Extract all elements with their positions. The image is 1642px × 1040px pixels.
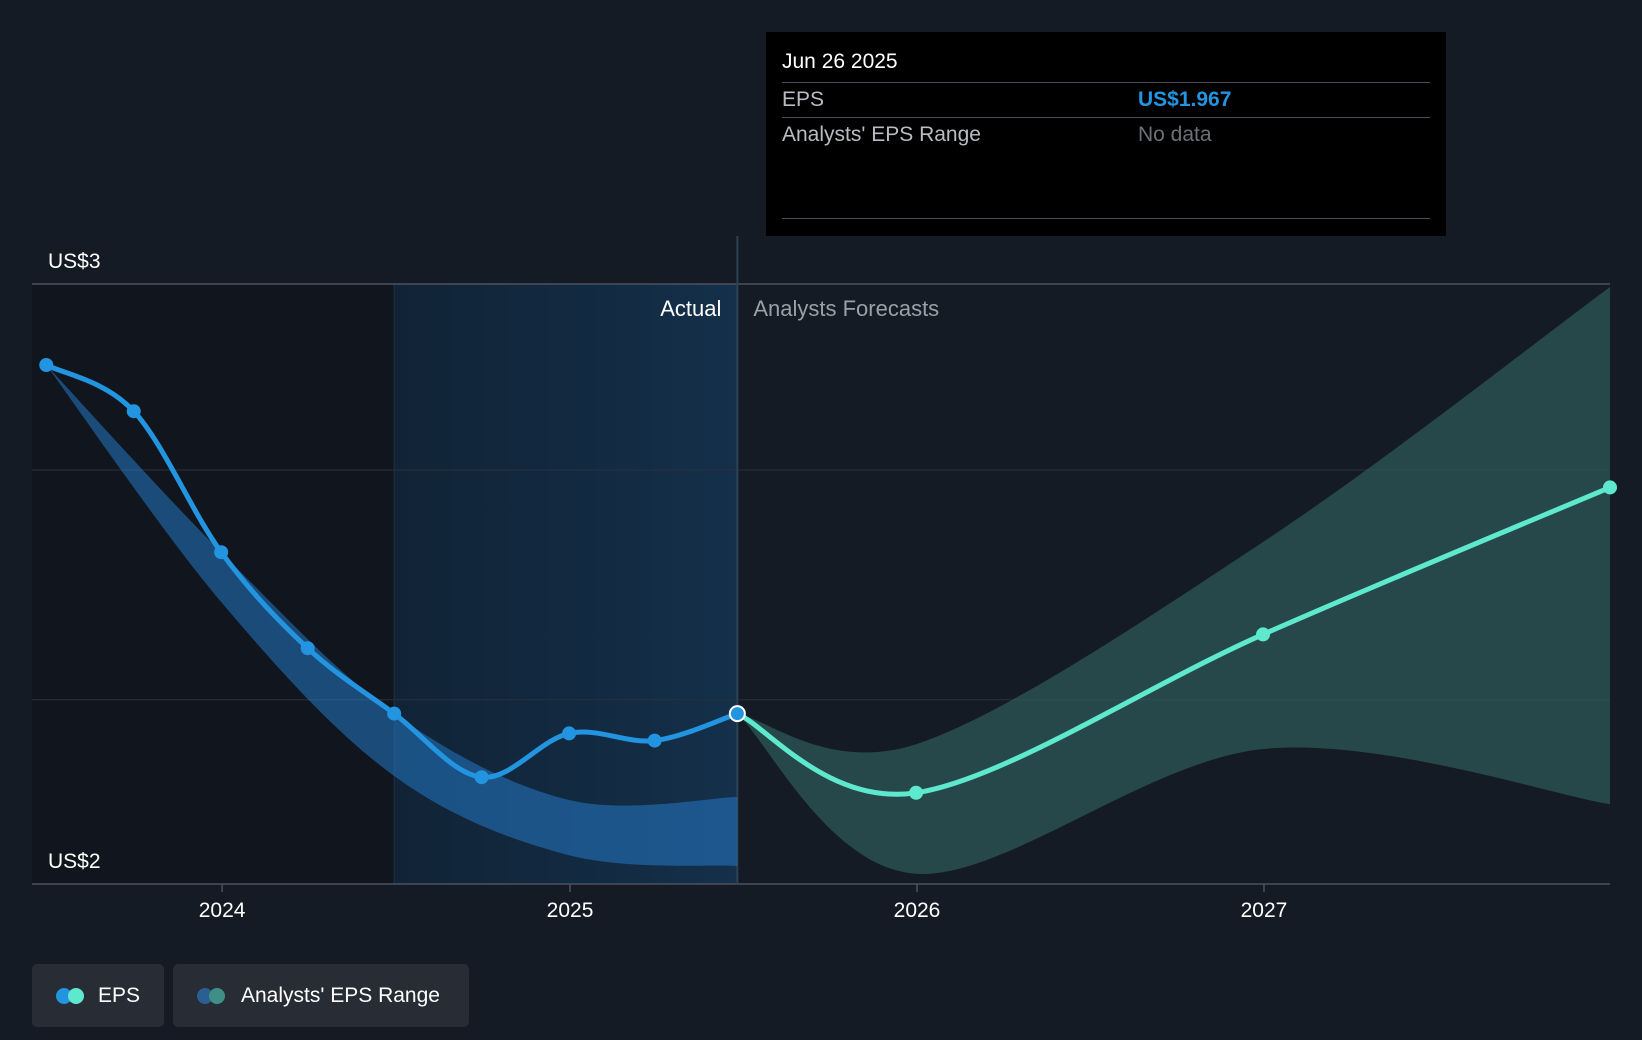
tooltip-range-key: Analysts' EPS Range [782,123,981,146]
x-tick-label: 2026 [894,899,941,922]
tooltip-date: Jun 26 2025 [782,46,1430,83]
eps-actual-line [43,362,740,780]
eps-actual-point [126,404,141,419]
tooltip-eps-key: EPS [782,88,825,111]
eps-actual-point [562,726,577,741]
legend-eps-swatch [56,987,84,1004]
actual-label: Actual [660,296,721,321]
eps-actual-point [300,641,315,656]
legend-eps-dot-forecast [68,987,84,1004]
y-tick-label: US$2 [48,850,101,873]
legend-range-dot-forecast [209,987,225,1004]
tooltip-row-eps: EPS US$1.967 [782,83,1430,118]
eps-actual-point [647,733,662,748]
x-tick-label: 2025 [547,899,594,922]
eps-actual-point [39,358,54,372]
legend-item-eps-range[interactable]: Analysts' EPS Range [173,964,469,1027]
eps-actual-point [387,706,402,721]
tooltip-divider [782,218,1430,219]
eps-actual-point [474,770,489,785]
tooltip-eps-value: US$1.967 [1138,88,1232,111]
eps-point-selected [728,705,746,723]
legend-range-label: Analysts' EPS Range [241,983,440,1007]
forecast-label: Analysts Forecasts [753,296,939,321]
tooltip-range-value: No data [1138,123,1212,146]
legend-item-eps[interactable]: EPS [32,964,164,1027]
tooltip-row-range: Analysts' EPS Range No data [782,118,1430,152]
legend: EPS Analysts' EPS Range [32,964,469,1027]
eps-actual-point [214,545,229,560]
eps-range-area-forecast [737,287,1610,875]
legend-eps-label: EPS [97,983,140,1007]
eps-range-area-past [46,365,738,866]
x-tick-label: 2027 [1241,899,1288,922]
eps-forecast-point [1603,480,1617,495]
legend-range-swatch [197,987,227,1004]
eps-forecast-point [909,785,924,800]
eps-forecast-point [1256,627,1271,642]
x-tick-label: 2024 [199,899,246,922]
y-tick-label: US$3 [48,250,101,273]
tooltip-panel: Jun 26 2025 EPS US$1.967 Analysts' EPS R… [766,32,1446,236]
eps-forecast-line [734,484,1613,797]
